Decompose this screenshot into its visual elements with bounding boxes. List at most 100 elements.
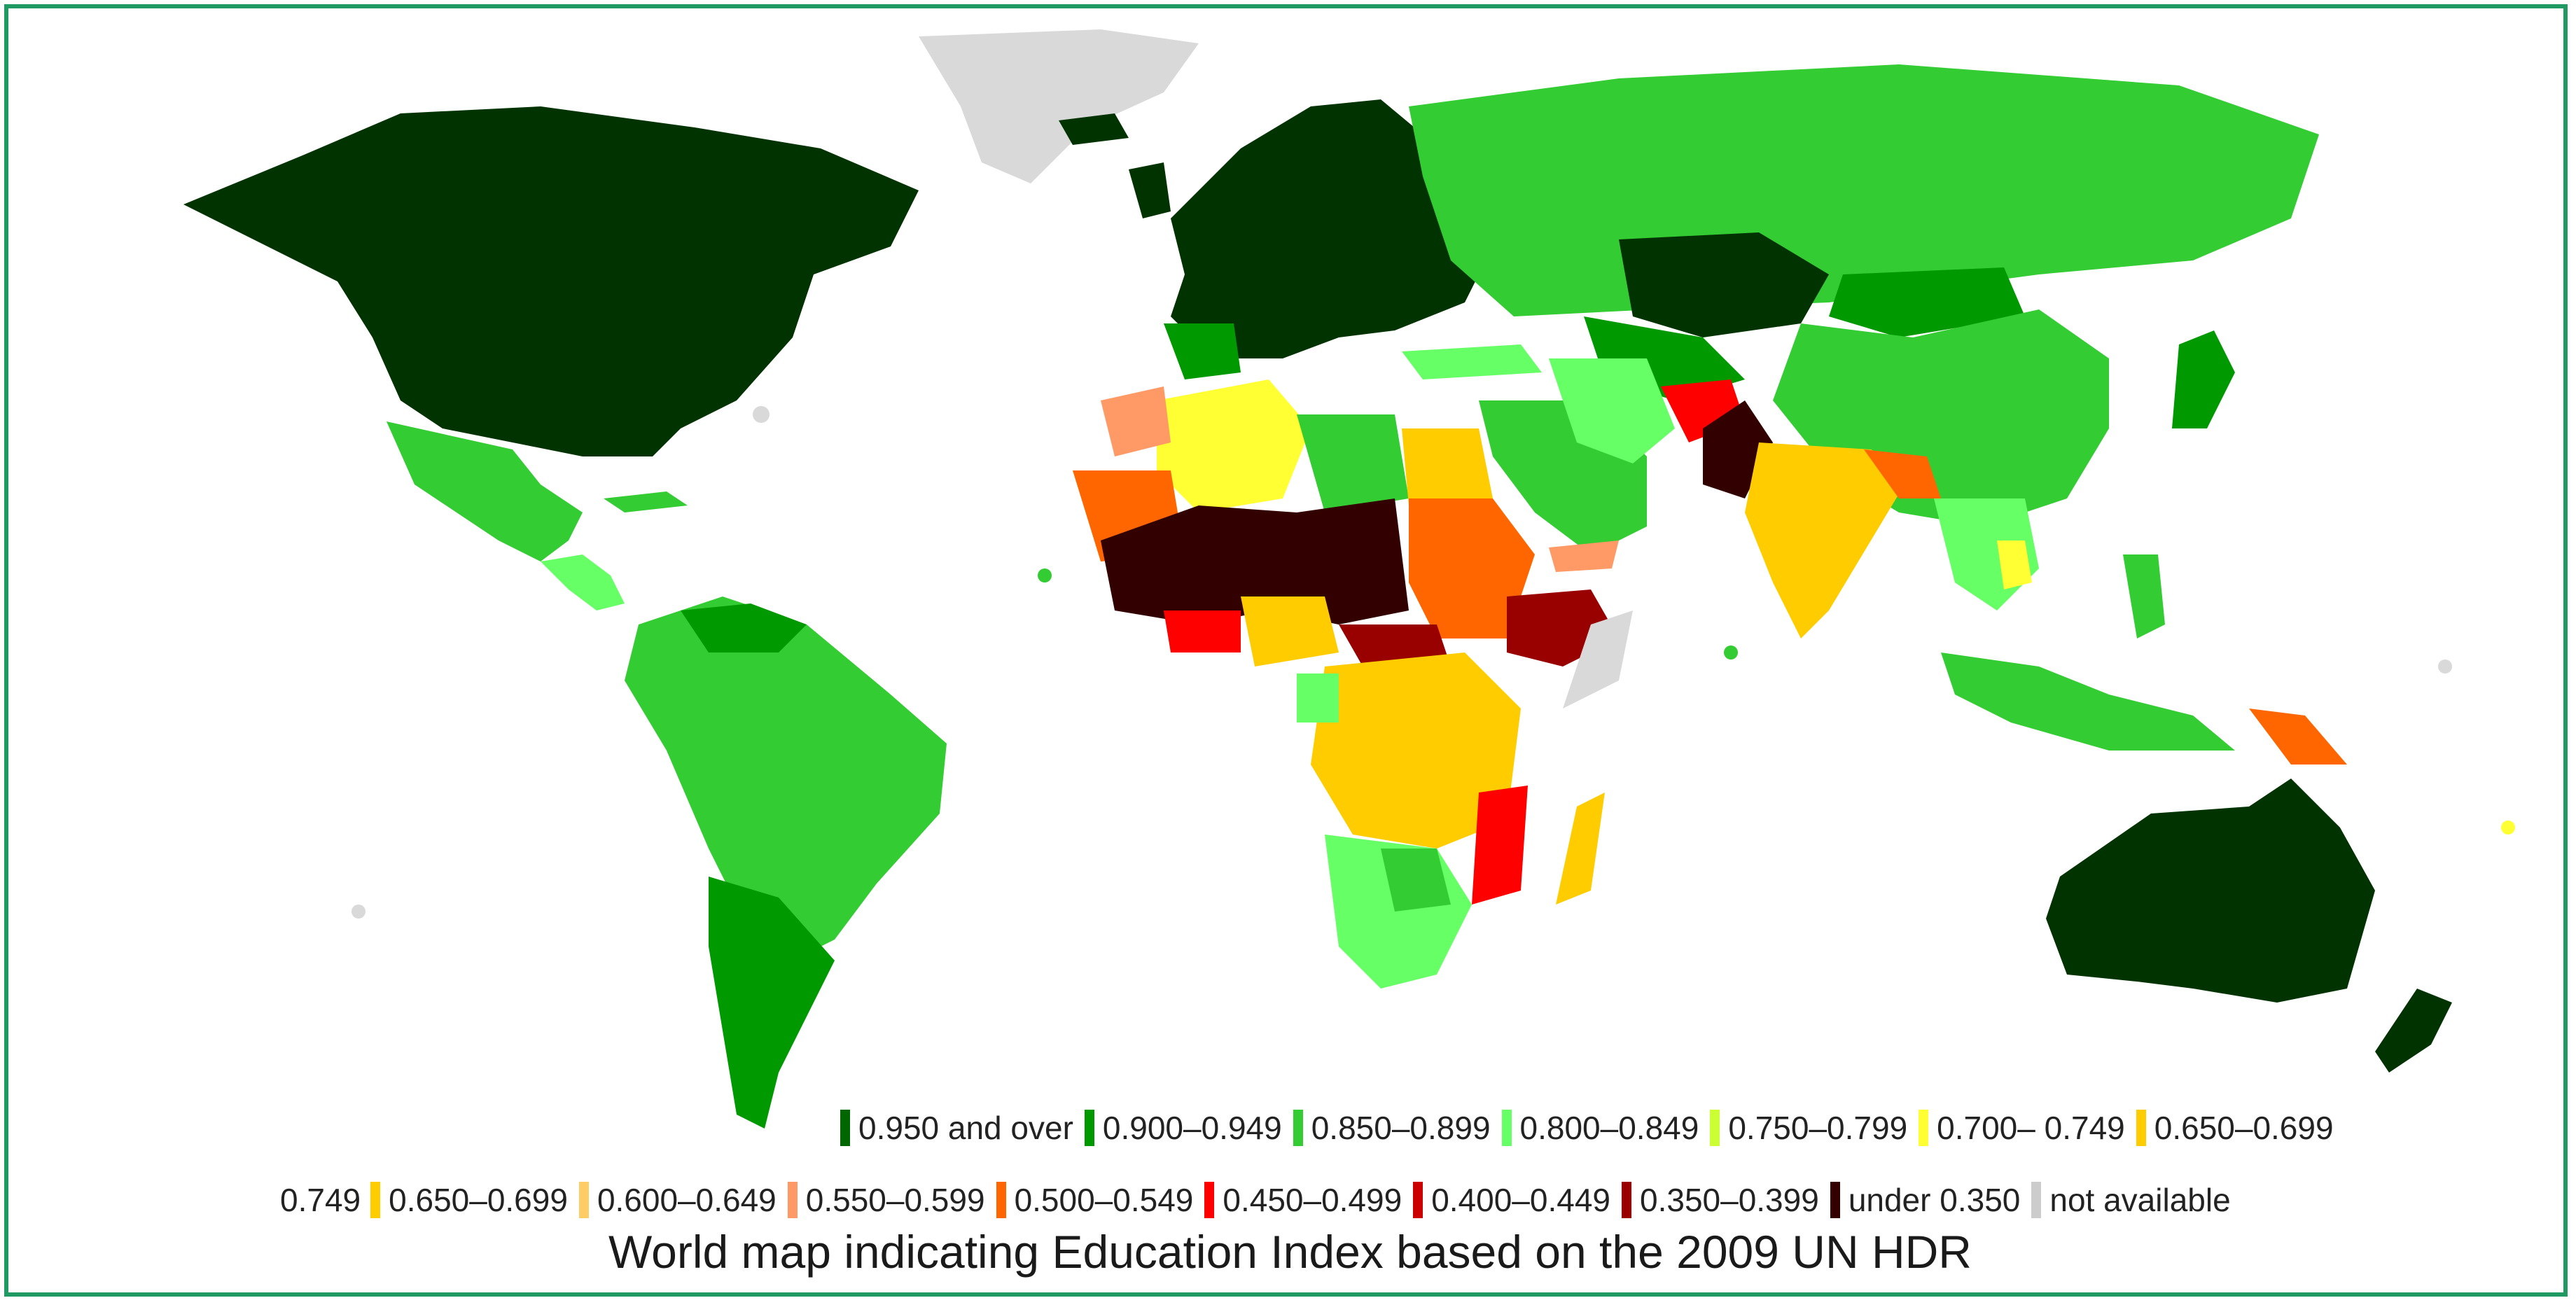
region-australia <box>2046 779 2375 1003</box>
legend-item: 0.350–0.399 <box>1622 1181 1830 1219</box>
region-kazakhstan <box>1619 232 1829 337</box>
region-iran <box>1549 358 1675 463</box>
region-uk <box>1129 162 1171 218</box>
legend-swatch <box>1622 1182 1631 1218</box>
legend-label: 0.850–0.899 <box>1311 1110 1491 1146</box>
legend-swatch <box>996 1182 1006 1218</box>
legend-label: 0.400–0.449 <box>1431 1182 1610 1218</box>
legend-label: 0.800–0.849 <box>1519 1110 1699 1146</box>
legend-label: 0.500–0.549 <box>1014 1182 1194 1218</box>
legend-item: 0.550–0.599 <box>787 1181 996 1219</box>
legend-label: 0.950 and over <box>858 1110 1073 1146</box>
legend-item: 0.800–0.849 <box>1501 1109 1711 1147</box>
legend-swatch <box>1084 1110 1094 1146</box>
region-nigeria <box>1241 596 1339 667</box>
region-europe <box>1171 99 1493 358</box>
region-central-america <box>541 554 625 610</box>
map-title: World map indicating Education Index bas… <box>608 1226 1972 1278</box>
region-southern-cone <box>709 877 835 1129</box>
island-marker <box>2501 821 2515 835</box>
legend-item: not available <box>2031 1181 2241 1219</box>
legend-swatch <box>1413 1182 1423 1218</box>
region-philippines <box>2123 554 2165 638</box>
legend-label: under 0.350 <box>1848 1182 2021 1218</box>
island-marker <box>351 905 365 919</box>
legend-item: 0.750–0.799 <box>1710 1109 1919 1147</box>
legend-item: 0.700– 0.749 <box>1919 1109 2136 1147</box>
region-mexico <box>387 421 583 561</box>
legend-item: 0.900–0.949 <box>1084 1109 1293 1147</box>
legend-row-1: 0.950 and over 0.900–0.949 0.850–0.899 0… <box>840 1109 2345 1147</box>
legend-label: 0.550–0.599 <box>805 1182 985 1218</box>
region-north-america <box>183 106 919 456</box>
legend-label: 0.900–0.949 <box>1102 1110 1282 1146</box>
legend-item: 0.400–0.449 <box>1413 1181 1622 1219</box>
legend-item: 0.650–0.699 <box>370 1181 579 1219</box>
region-sudan <box>1409 498 1535 638</box>
region-nepal-bangladesh <box>1864 449 1941 498</box>
legend-swatch <box>787 1182 798 1218</box>
region-new-zealand <box>2375 989 2452 1073</box>
region-gabon <box>1297 674 1339 723</box>
legend-swatch <box>578 1182 589 1218</box>
region-turkey <box>1402 344 1542 379</box>
legend-label: not available <box>2049 1182 2231 1218</box>
island-marker <box>753 406 770 423</box>
region-cuba <box>604 491 688 512</box>
island-marker <box>2438 660 2452 674</box>
region-libya <box>1297 414 1409 512</box>
region-somalia <box>1563 610 1633 709</box>
world-map <box>183 29 2515 1129</box>
region-madagascar <box>1556 793 1605 905</box>
legend-swatch <box>370 1182 381 1218</box>
region-venezuela <box>681 603 807 652</box>
region-greenland <box>919 29 1199 183</box>
region-sahel <box>1101 498 1409 624</box>
region-botswana <box>1381 849 1451 912</box>
legend-swatch <box>1293 1110 1303 1146</box>
legend-item: 0.600–0.649 <box>578 1181 788 1219</box>
legend-swatch <box>1830 1182 1840 1218</box>
legend-item: 0.950 and over <box>840 1109 1085 1147</box>
legend-swatch <box>2136 1110 2146 1146</box>
legend-swatch <box>1710 1110 1720 1146</box>
region-central-africa <box>1311 652 1521 849</box>
legend-item: 0.500–0.549 <box>996 1181 1205 1219</box>
region-north-africa-algeria <box>1157 379 1311 512</box>
region-india <box>1745 442 1913 638</box>
legend-swatch <box>1204 1182 1215 1218</box>
legend-item: under 0.350 <box>1830 1181 2032 1219</box>
region-mozambique <box>1472 786 1528 905</box>
legend-label: 0.450–0.499 <box>1223 1182 1402 1218</box>
legend-label: 0.700– 0.749 <box>1937 1110 2125 1146</box>
region-egypt <box>1402 428 1493 505</box>
island-marker <box>1038 568 1052 582</box>
region-japan <box>2172 330 2235 428</box>
map-frame: 0.950 and over 0.900–0.949 0.850–0.899 0… <box>4 4 2568 1297</box>
legend-swatch <box>1919 1110 1929 1146</box>
legend-swatch <box>2031 1182 2042 1218</box>
legend-item: 0.850–0.899 <box>1293 1109 1502 1147</box>
legend-label: 0.650–0.699 <box>389 1182 568 1218</box>
region-laos <box>1997 540 2032 589</box>
region-indonesia <box>1941 652 2235 751</box>
legend-swatch <box>1501 1110 1512 1146</box>
region-mongolia <box>1829 267 2025 337</box>
legend-label: 0.750–0.799 <box>1728 1110 1908 1146</box>
legend-row-2: 0.749 0.650–0.699 0.600–0.649 0.550–0.59… <box>280 1181 2242 1219</box>
region-papua <box>2249 709 2347 765</box>
legend-item: 0.650–0.699 <box>2136 1109 2345 1147</box>
region-west-africa <box>1164 610 1241 652</box>
legend-item: 0.450–0.499 <box>1204 1181 1413 1219</box>
legend-label: 0.650–0.699 <box>2154 1110 2334 1146</box>
legend-swatch <box>840 1110 850 1146</box>
region-yemen <box>1549 540 1619 572</box>
region-iceland <box>1059 113 1129 145</box>
region-south-america <box>625 596 947 961</box>
region-iberia <box>1164 323 1241 379</box>
legend-label: 0.600–0.649 <box>597 1182 777 1218</box>
region-morocco <box>1101 386 1171 456</box>
legend-label: 0.350–0.399 <box>1640 1182 1819 1218</box>
legend-fragment: 0.749 <box>280 1182 361 1218</box>
island-marker <box>1724 645 1738 660</box>
